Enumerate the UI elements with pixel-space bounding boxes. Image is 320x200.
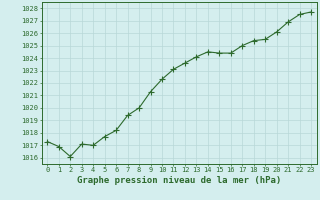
X-axis label: Graphe pression niveau de la mer (hPa): Graphe pression niveau de la mer (hPa) — [77, 176, 281, 185]
